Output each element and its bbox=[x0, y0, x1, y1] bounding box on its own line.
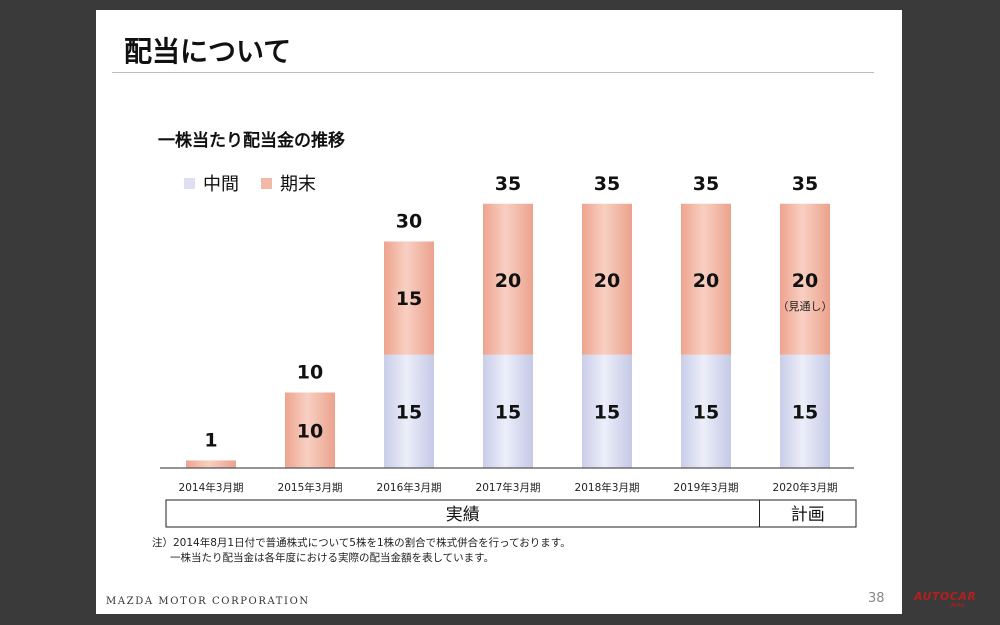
total-label: 35 bbox=[495, 173, 521, 195]
forecast-annotation: （見通し） bbox=[778, 300, 833, 313]
bar-segment-interim bbox=[384, 354, 434, 468]
bar-segment-interim bbox=[483, 354, 533, 468]
chart-subtitle: 一株当たり配当金の推移 bbox=[158, 131, 345, 151]
bar-segment-year-end bbox=[285, 392, 335, 468]
data-label: 15 bbox=[693, 401, 719, 423]
data-label: 15 bbox=[396, 288, 422, 310]
watermark-logo-sub: JAPAN bbox=[950, 603, 965, 609]
legend-label-interim: 中間 bbox=[203, 174, 239, 195]
x-tick-label: 2015年3月期 bbox=[278, 481, 343, 494]
legend-swatch-interim bbox=[184, 177, 195, 189]
dividend-chart: 1 2014年3月期 10 10 2015年3月期 15 15 30 2016年3月期 15 20 3… bbox=[160, 173, 857, 528]
group-label: 計画 bbox=[791, 505, 825, 525]
data-label: 15 bbox=[792, 401, 818, 423]
footnote-line-2: 一株当たり配当金は各年度における実際の配当金額を表しています。 bbox=[170, 552, 495, 564]
group-box bbox=[165, 499, 857, 528]
chart-legend: 中間 期末 bbox=[184, 170, 338, 196]
bar-segment-year-end bbox=[681, 203, 731, 355]
total-label: 35 bbox=[594, 173, 620, 195]
data-label: 20 bbox=[594, 270, 620, 292]
data-label: 10 bbox=[297, 420, 323, 442]
watermark-logo: AUTOCAR bbox=[914, 590, 977, 603]
x-tick-label: 2018年3月期 bbox=[575, 481, 640, 494]
data-label: 20 bbox=[792, 270, 818, 292]
total-label: 35 bbox=[792, 173, 818, 195]
total-label: 35 bbox=[693, 173, 719, 195]
legend-item-interim: 中間 bbox=[184, 170, 239, 196]
footnote: 注）2014年8月1日付で普通株式について5株を1株の割合で株式併合を行っており… bbox=[152, 536, 571, 566]
title-divider bbox=[112, 72, 874, 73]
bar-segment-interim bbox=[780, 354, 830, 468]
bar-segment-interim bbox=[681, 354, 731, 468]
slide: 配当について 一株当たり配当金の推移 中間 期末 1 2014年3月期 10 10 20… bbox=[96, 10, 902, 614]
data-label: 15 bbox=[594, 401, 620, 423]
bar-segment-year-end bbox=[582, 203, 632, 355]
bar-segment-year-end bbox=[186, 460, 236, 468]
x-tick-label: 2016年3月期 bbox=[377, 481, 442, 494]
bar-segment-year-end bbox=[483, 203, 533, 355]
data-label: 20 bbox=[495, 270, 521, 292]
page-number: 38 bbox=[868, 591, 885, 606]
x-tick-label: 2017年3月期 bbox=[476, 481, 541, 494]
x-tick-label: 2019年3月期 bbox=[674, 481, 739, 494]
group-label: 実績 bbox=[446, 505, 480, 525]
legend-label-year-end: 期末 bbox=[280, 174, 316, 195]
legend-item-year-end: 期末 bbox=[261, 170, 316, 196]
footnote-line-1: 注）2014年8月1日付で普通株式について5株を1株の割合で株式併合を行っており… bbox=[152, 537, 571, 549]
total-label: 10 bbox=[297, 362, 323, 384]
x-tick-label: 2020年3月期 bbox=[773, 481, 838, 494]
bar-segment-interim bbox=[582, 354, 632, 468]
data-label: 15 bbox=[495, 401, 521, 423]
total-label: 30 bbox=[396, 211, 422, 233]
data-label: 20 bbox=[693, 270, 719, 292]
bar-segment-year-end bbox=[780, 203, 830, 355]
data-label: 15 bbox=[396, 401, 422, 423]
page-title: 配当について bbox=[124, 35, 292, 68]
company-logo-text: MAZDA MOTOR CORPORATION bbox=[106, 596, 310, 607]
bar-segment-year-end bbox=[384, 241, 434, 355]
x-tick-label: 2014年3月期 bbox=[179, 481, 244, 494]
legend-swatch-year-end bbox=[261, 177, 272, 189]
total-label: 1 bbox=[204, 429, 217, 451]
